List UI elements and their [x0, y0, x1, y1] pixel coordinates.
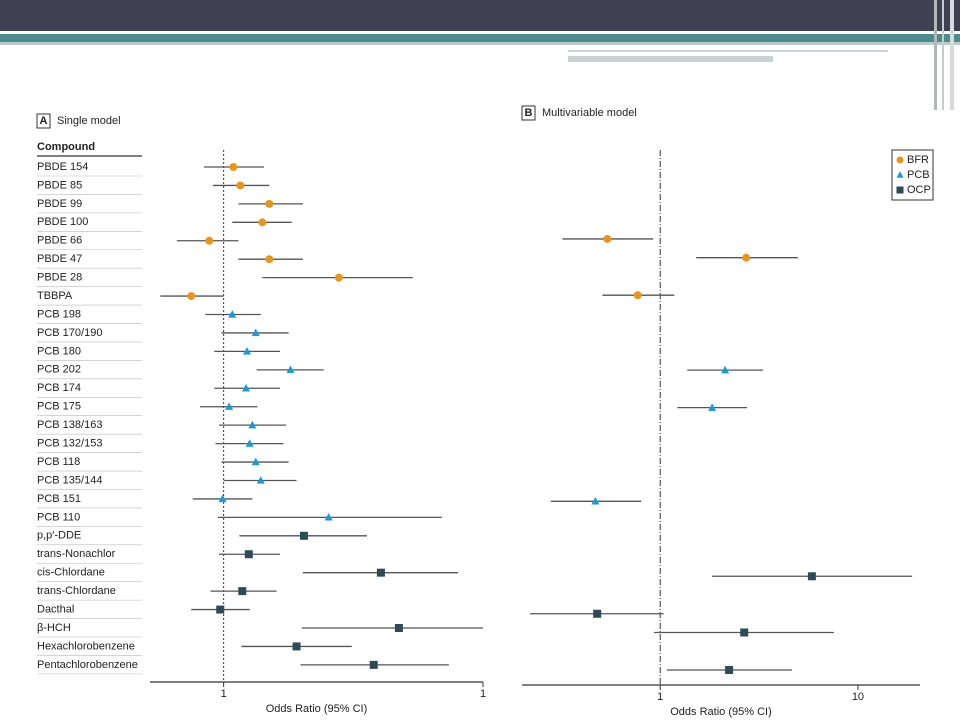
point: [244, 550, 253, 559]
point: [229, 163, 238, 171]
x-tick-label: 1: [480, 688, 486, 700]
row-label: PCB 118: [37, 456, 80, 468]
row-label: PBDE 85: [37, 179, 82, 191]
point: [742, 253, 751, 262]
row-label: p,p′-DDE: [37, 530, 81, 542]
row-label: PBDE 154: [37, 161, 88, 173]
legend-label: BFR: [907, 154, 929, 166]
row-label: TBBPA: [37, 290, 73, 302]
row-label: PCB 151: [37, 493, 81, 505]
row-label: PCB 110: [37, 511, 80, 523]
x-tick-label: 10: [852, 691, 864, 703]
row-label: PCB 132/153: [37, 438, 102, 450]
point: [225, 402, 234, 410]
top-bar: [0, 0, 960, 31]
point: [896, 171, 904, 178]
forest-plot: A Single model Compound PBDE 154 PBDE 85 PBDE…: [36, 105, 934, 718]
point: [896, 156, 904, 164]
row-label: β-HCH: [37, 622, 71, 634]
row-label: PBDE 100: [37, 216, 88, 228]
point: [286, 365, 295, 374]
x-axis-label: Odds Ratio (95% CI): [670, 706, 771, 718]
legend-label: PCB: [907, 169, 930, 181]
row-label: trans-Nonachlor: [37, 548, 116, 560]
row-label: PCB 135/144: [37, 474, 102, 486]
row-label: PCB 180: [37, 345, 81, 357]
panel-letter-box: [36, 113, 51, 129]
point: [603, 234, 612, 243]
point: [740, 628, 749, 637]
x-tick-label: 1: [221, 688, 227, 700]
legend-label: OCP: [907, 184, 931, 196]
x-tick-label: 1: [657, 691, 663, 703]
panel-letter: A: [40, 115, 48, 127]
row-header: Compound: [37, 141, 95, 153]
point: [242, 383, 251, 392]
side-line: [934, 0, 937, 110]
row-label: PCB 202: [37, 364, 81, 376]
point: [394, 624, 403, 632]
point: [236, 181, 245, 190]
point: [258, 218, 267, 227]
point: [218, 494, 227, 503]
accent-stripe: [0, 42, 960, 45]
accent-line: [568, 50, 888, 52]
point: [242, 347, 251, 355]
row-label: PBDE 99: [37, 198, 82, 210]
point: [593, 609, 602, 618]
row-label: cis-Chlordane: [37, 567, 105, 579]
row-label: PCB 170/190: [37, 327, 102, 339]
accent-stripe: [0, 34, 960, 42]
point: [256, 476, 265, 484]
row-label: PCB 175: [37, 401, 81, 413]
row-label: PCB 174: [37, 382, 81, 394]
point: [205, 236, 214, 245]
row-label: Pentachlorobenzene: [37, 659, 138, 671]
point: [251, 328, 260, 337]
point: [591, 496, 600, 505]
panel-letter: B: [525, 107, 533, 119]
point: [334, 273, 343, 282]
point: [896, 186, 904, 194]
point: [324, 512, 333, 521]
point: [725, 665, 734, 674]
point: [187, 292, 196, 301]
row-label: PCB 138/163: [37, 419, 102, 431]
x-axis-label: Odds Ratio (95% CI): [266, 703, 367, 715]
point: [633, 291, 642, 300]
point: [251, 457, 260, 466]
point: [292, 642, 301, 651]
point: [245, 439, 254, 447]
row-label: PBDE 28: [37, 272, 82, 284]
row-label: Hexachlorobenzene: [37, 640, 135, 652]
panel-title: Single model: [57, 115, 121, 127]
row-label: PCB 198: [37, 308, 81, 320]
panel-title: Multivariable model: [542, 107, 637, 119]
point: [708, 403, 717, 411]
point: [721, 365, 730, 374]
point: [216, 605, 225, 614]
point: [265, 199, 274, 208]
panel-letter-box: [521, 105, 536, 121]
point: [238, 587, 247, 596]
point: [376, 568, 385, 577]
point: [265, 255, 274, 264]
point: [369, 660, 378, 669]
row-label: Dacthal: [37, 603, 74, 615]
row-label: trans-Chlordane: [37, 585, 116, 597]
point: [807, 572, 816, 581]
point: [228, 310, 237, 318]
row-label: PBDE 66: [37, 235, 82, 247]
point: [248, 420, 257, 429]
row-label: PBDE 47: [37, 253, 82, 265]
side-line: [942, 0, 944, 110]
point: [299, 531, 308, 540]
side-line: [950, 0, 954, 110]
accent-line: [568, 56, 773, 62]
